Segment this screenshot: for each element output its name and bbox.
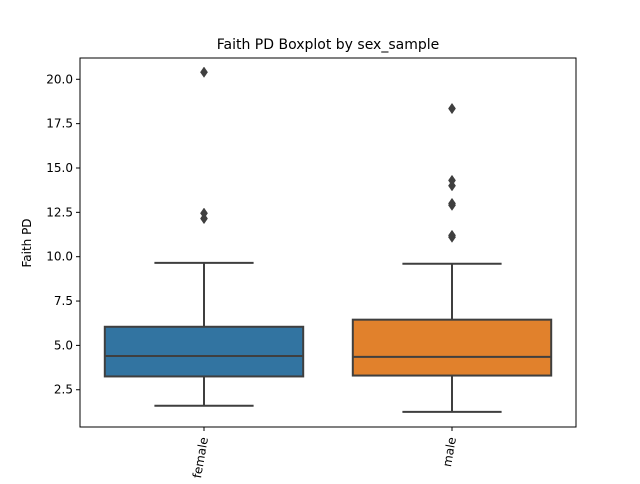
outlier-point-male-1 [448, 229, 456, 242]
x-tick-label: male [440, 436, 459, 468]
chart-title: Faith PD Boxplot by sex_sample [217, 37, 440, 53]
outlier-point-male-3 [448, 197, 456, 210]
x-tick-label: female [190, 436, 211, 479]
outlier-point-female-2 [200, 66, 208, 78]
y-tick-label: 15.0 [46, 161, 73, 175]
outlier-point-female-1 [200, 207, 208, 219]
plot-frame [79, 57, 577, 428]
outlier-point-male-5 [448, 174, 456, 187]
box-female [103, 325, 305, 378]
y-tick-label: 17.5 [46, 117, 73, 131]
y-tick-label: 10.0 [46, 250, 73, 264]
y-tick-label: 2.5 [54, 383, 73, 397]
plot-area: 2.5 5.0 7.5 10.0 12.5 15.0 17.5 20.0 female male [46, 57, 577, 479]
y-axis-label: Faith PD [20, 218, 34, 267]
outlier-point-male-6 [448, 102, 456, 115]
y-tick-label: 5.0 [54, 338, 73, 352]
y-tick-label: 12.5 [46, 205, 73, 219]
y-tick-label: 20.0 [46, 72, 73, 86]
box-male [351, 318, 553, 377]
y-tick-label: 7.5 [54, 294, 73, 308]
